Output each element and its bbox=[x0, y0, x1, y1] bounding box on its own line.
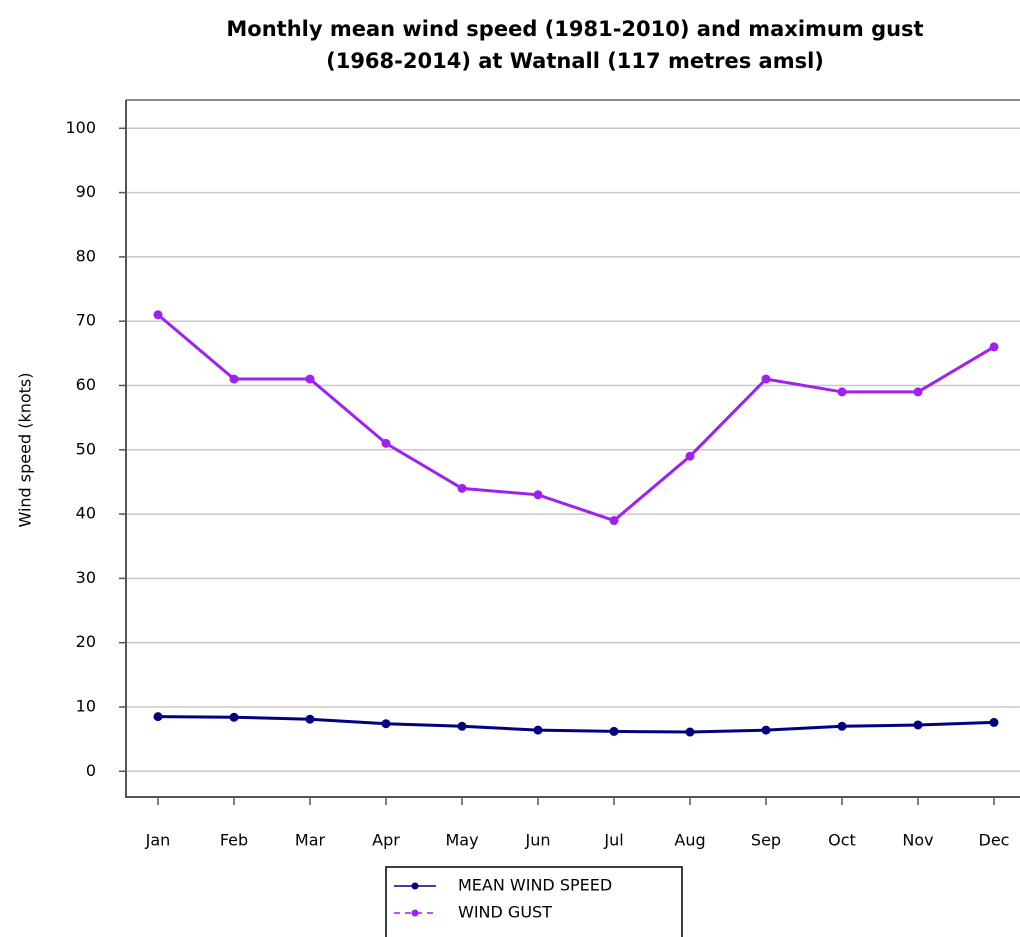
point bbox=[305, 374, 315, 384]
x-tick-label: Jan bbox=[145, 831, 171, 850]
x-tick-label: Jun bbox=[525, 831, 551, 850]
x-tick-label: Apr bbox=[372, 831, 400, 850]
point bbox=[837, 721, 847, 731]
point bbox=[761, 374, 771, 384]
y-tick-label: 30 bbox=[76, 568, 96, 587]
legend-label: WIND GUST bbox=[458, 903, 552, 922]
grid bbox=[126, 127, 1020, 773]
point bbox=[913, 387, 923, 397]
y-tick-label: 90 bbox=[76, 182, 96, 201]
x-tick-label: Dec bbox=[979, 831, 1010, 850]
point bbox=[609, 516, 619, 526]
y-tick-label: 0 bbox=[86, 761, 96, 780]
point bbox=[229, 712, 239, 722]
x-tick-label: Nov bbox=[902, 831, 933, 850]
x-tick-label: Aug bbox=[674, 831, 705, 850]
y-tick-label: 20 bbox=[76, 632, 96, 651]
legend-label: MEAN WIND SPEED bbox=[458, 876, 612, 895]
x-tick-label: May bbox=[445, 831, 478, 850]
point bbox=[989, 342, 999, 352]
y-tick-label: 100 bbox=[65, 118, 96, 137]
point bbox=[381, 719, 391, 729]
legend-marker bbox=[411, 909, 419, 917]
y-tick-label: 70 bbox=[76, 311, 96, 330]
x-tick-label: Sep bbox=[751, 831, 781, 850]
point bbox=[533, 725, 543, 735]
point bbox=[609, 726, 619, 736]
point bbox=[153, 310, 163, 320]
series-line bbox=[157, 715, 995, 734]
point bbox=[381, 438, 391, 448]
point bbox=[153, 712, 163, 722]
point bbox=[761, 725, 771, 735]
y-tick-label: 40 bbox=[76, 504, 96, 523]
y-tick-label: 80 bbox=[76, 246, 96, 265]
x-tick-label: Feb bbox=[220, 831, 248, 850]
x-tick-label: Mar bbox=[295, 831, 326, 850]
y-tick-label: 60 bbox=[76, 375, 96, 394]
point bbox=[457, 721, 467, 731]
point bbox=[913, 720, 923, 730]
point bbox=[229, 374, 239, 384]
chart-title: (1968-2014) at Watnall (117 metres amsl) bbox=[326, 49, 824, 73]
chart-title: Monthly mean wind speed (1981-2010) and … bbox=[226, 17, 923, 41]
legend-marker bbox=[411, 882, 419, 890]
point bbox=[989, 717, 999, 727]
y-tick-label: 50 bbox=[76, 439, 96, 458]
point bbox=[685, 451, 695, 461]
legend bbox=[385, 866, 683, 937]
y-tick-label: 10 bbox=[76, 696, 96, 715]
point bbox=[685, 727, 695, 737]
series-line bbox=[157, 313, 995, 523]
point bbox=[837, 387, 847, 397]
y-axis-label: Wind speed (knots) bbox=[16, 372, 35, 527]
x-tick-label: Oct bbox=[828, 831, 856, 850]
point bbox=[457, 483, 467, 493]
point bbox=[533, 490, 543, 500]
point bbox=[305, 714, 315, 724]
x-tick-label: Jul bbox=[603, 831, 623, 850]
